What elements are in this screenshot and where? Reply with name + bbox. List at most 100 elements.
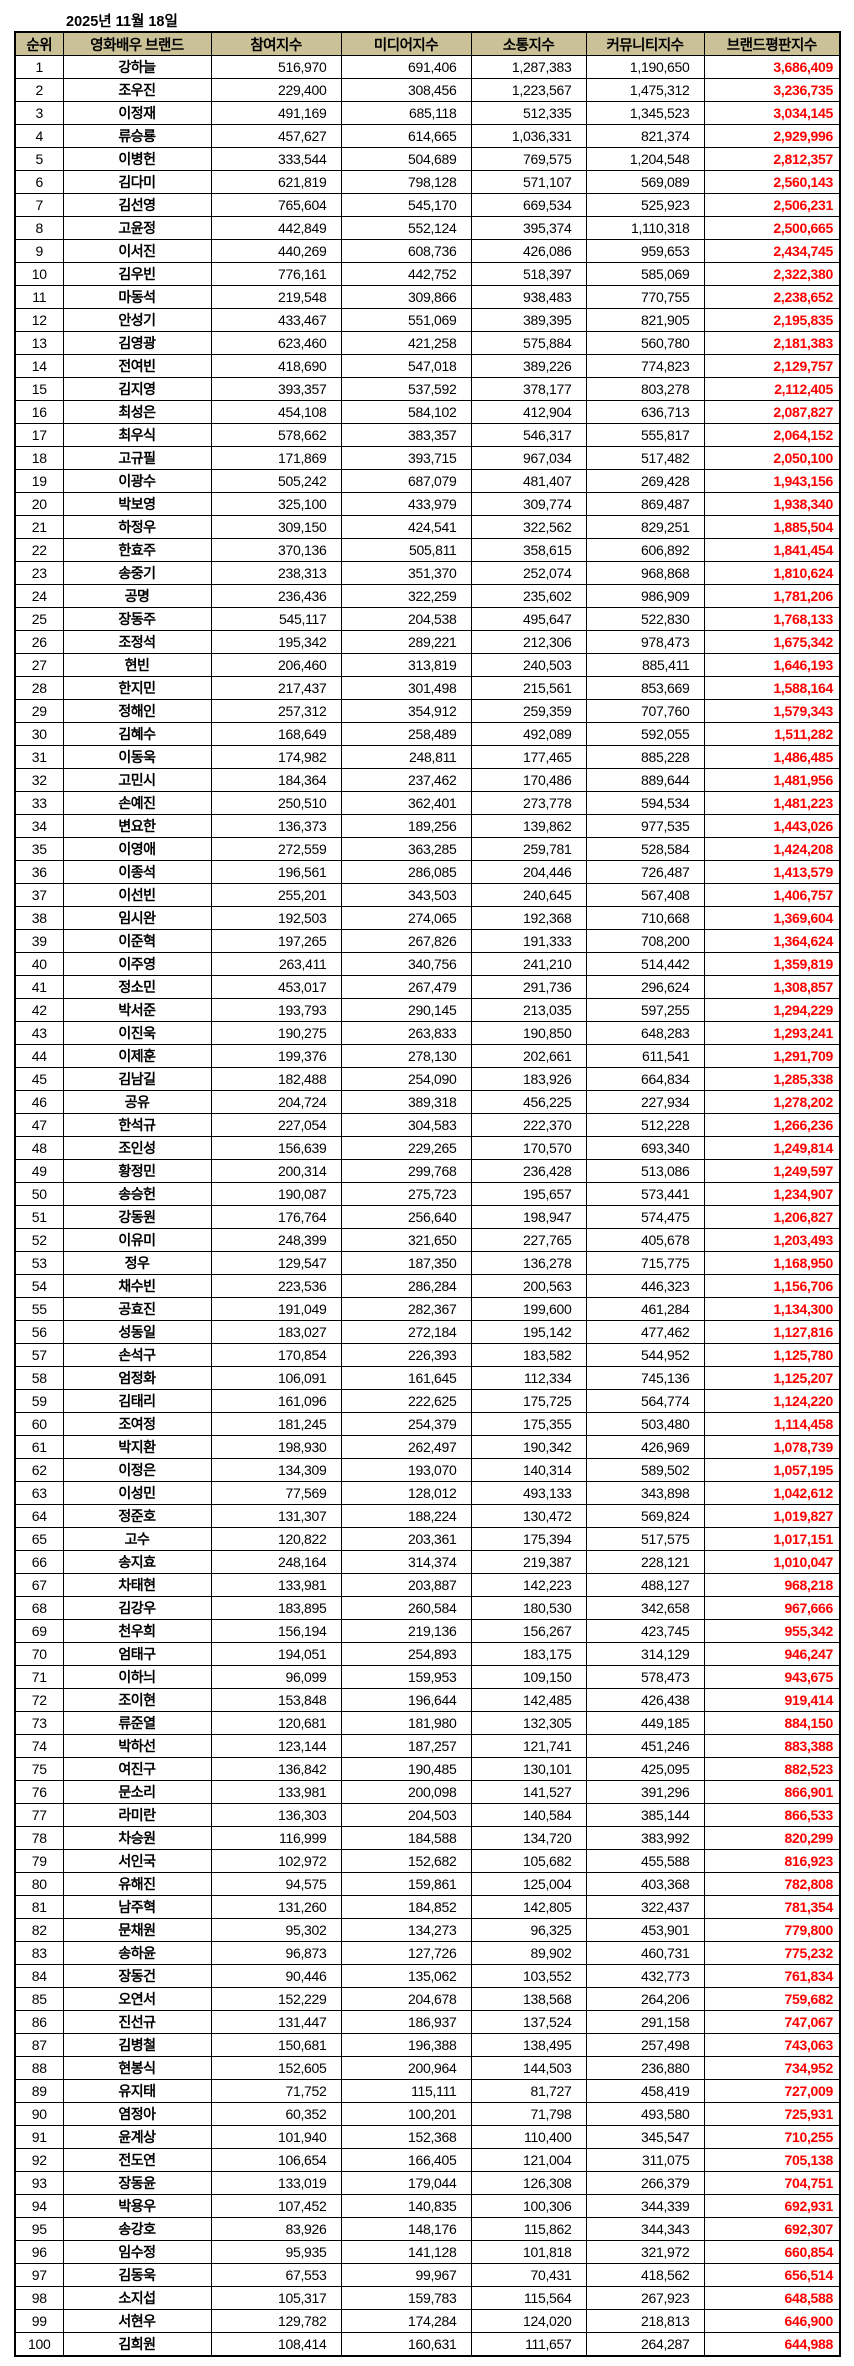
community-index-cell: 710,668 bbox=[585, 906, 705, 930]
reputation-index-cell: 710,255 bbox=[703, 2125, 841, 2149]
communication-index-cell: 180,530 bbox=[470, 1596, 587, 1620]
media-index-cell: 200,098 bbox=[340, 1780, 472, 1804]
table-row: 99 서현우 129,782 174,284 124,020 218,813 646,900 bbox=[14, 2309, 841, 2333]
media-index-cell: 148,176 bbox=[340, 2217, 472, 2241]
participation-index-cell: 133,981 bbox=[210, 1573, 342, 1597]
media-index-cell: 187,257 bbox=[340, 1734, 472, 1758]
table-row: 78 차승원 116,999 184,588 134,720 383,992 820,299 bbox=[14, 1826, 841, 1850]
community-index-cell: 512,228 bbox=[585, 1113, 705, 1137]
media-index-cell: 200,964 bbox=[340, 2056, 472, 2080]
reputation-index-cell: 1,768,133 bbox=[703, 607, 841, 631]
community-index-cell: 555,817 bbox=[585, 423, 705, 447]
rank-cell: 25 bbox=[14, 607, 64, 631]
participation-index-cell: 491,169 bbox=[210, 101, 342, 125]
media-index-cell: 321,650 bbox=[340, 1228, 472, 1252]
rank-cell: 60 bbox=[14, 1412, 64, 1436]
media-index-cell: 314,374 bbox=[340, 1550, 472, 1574]
participation-index-cell: 223,536 bbox=[210, 1274, 342, 1298]
communication-index-cell: 177,465 bbox=[470, 745, 587, 769]
participation-index-cell: 236,436 bbox=[210, 584, 342, 608]
participation-index-cell: 199,376 bbox=[210, 1044, 342, 1068]
rank-cell: 99 bbox=[14, 2309, 64, 2333]
media-index-cell: 608,736 bbox=[340, 239, 472, 263]
participation-index-cell: 272,559 bbox=[210, 837, 342, 861]
brand-name-cell: 장동건 bbox=[62, 1964, 212, 1988]
participation-index-cell: 190,275 bbox=[210, 1021, 342, 1045]
table-row: 9 이서진 440,269 608,736 426,086 959,653 2,434,74… bbox=[14, 239, 841, 263]
rank-cell: 31 bbox=[14, 745, 64, 769]
communication-index-cell: 259,359 bbox=[470, 699, 587, 723]
participation-index-cell: 108,414 bbox=[210, 2332, 342, 2357]
rank-cell: 41 bbox=[14, 975, 64, 999]
rank-cell: 1 bbox=[14, 55, 64, 79]
reputation-index-cell: 1,278,202 bbox=[703, 1090, 841, 1114]
media-index-cell: 203,361 bbox=[340, 1527, 472, 1551]
table-row: 56 성동일 183,027 272,184 195,142 477,462 1,127,8… bbox=[14, 1320, 841, 1344]
community-index-cell: 869,487 bbox=[585, 492, 705, 516]
participation-index-cell: 198,930 bbox=[210, 1435, 342, 1459]
table-row: 50 송승헌 190,087 275,723 195,657 573,441 1,234,9… bbox=[14, 1182, 841, 1206]
reputation-index-cell: 967,666 bbox=[703, 1596, 841, 1620]
community-index-cell: 513,086 bbox=[585, 1159, 705, 1183]
reputation-index-cell: 1,294,229 bbox=[703, 998, 841, 1022]
reputation-index-cell: 919,414 bbox=[703, 1688, 841, 1712]
communication-index-cell: 309,774 bbox=[470, 492, 587, 516]
table-row: 23 송중기 238,313 351,370 252,074 968,868 1,810,6… bbox=[14, 561, 841, 585]
table-row: 51 강동원 176,764 256,640 198,947 574,475 1,206,8… bbox=[14, 1205, 841, 1229]
brand-name-cell: 임수정 bbox=[62, 2240, 212, 2264]
reputation-index-cell: 781,354 bbox=[703, 1895, 841, 1919]
brand-name-cell: 공유 bbox=[62, 1090, 212, 1114]
table-row: 83 송하윤 96,873 127,726 89,902 460,731 775,232 bbox=[14, 1941, 841, 1965]
reputation-index-cell: 1,443,026 bbox=[703, 814, 841, 838]
table-row: 85 오연서 152,229 204,678 138,568 264,206 759,682 bbox=[14, 1987, 841, 2011]
rank-cell: 32 bbox=[14, 768, 64, 792]
communication-index-cell: 130,101 bbox=[470, 1757, 587, 1781]
brand-name-cell: 고윤정 bbox=[62, 216, 212, 240]
reputation-index-cell: 1,481,223 bbox=[703, 791, 841, 815]
brand-name-cell: 성동일 bbox=[62, 1320, 212, 1344]
community-index-cell: 959,653 bbox=[585, 239, 705, 263]
communication-index-cell: 121,741 bbox=[470, 1734, 587, 1758]
reputation-index-cell: 1,124,220 bbox=[703, 1389, 841, 1413]
reputation-index-cell: 725,931 bbox=[703, 2102, 841, 2126]
table-row: 47 한석규 227,054 304,583 222,370 512,228 1,266,2… bbox=[14, 1113, 841, 1137]
community-index-cell: 611,541 bbox=[585, 1044, 705, 1068]
rank-cell: 88 bbox=[14, 2056, 64, 2080]
table-row: 82 문채원 95,302 134,273 96,325 453,901 779,800 bbox=[14, 1918, 841, 1942]
reputation-index-cell: 1,234,907 bbox=[703, 1182, 841, 1206]
media-index-cell: 187,350 bbox=[340, 1251, 472, 1275]
media-index-cell: 537,592 bbox=[340, 377, 472, 401]
rank-cell: 87 bbox=[14, 2033, 64, 2057]
media-index-cell: 363,285 bbox=[340, 837, 472, 861]
brand-name-cell: 류준열 bbox=[62, 1711, 212, 1735]
media-index-cell: 188,224 bbox=[340, 1504, 472, 1528]
communication-index-cell: 140,314 bbox=[470, 1458, 587, 1482]
participation-index-cell: 67,553 bbox=[210, 2263, 342, 2287]
column-header-5: 커뮤니티지수 bbox=[585, 31, 705, 56]
communication-index-cell: 938,483 bbox=[470, 285, 587, 309]
brand-name-cell: 한지민 bbox=[62, 676, 212, 700]
reputation-index-cell: 704,751 bbox=[703, 2171, 841, 2195]
reputation-index-cell: 816,923 bbox=[703, 1849, 841, 1873]
rank-cell: 9 bbox=[14, 239, 64, 263]
community-index-cell: 1,345,523 bbox=[585, 101, 705, 125]
participation-index-cell: 765,604 bbox=[210, 193, 342, 217]
brand-name-cell: 엄정화 bbox=[62, 1366, 212, 1390]
rank-cell: 7 bbox=[14, 193, 64, 217]
rank-cell: 68 bbox=[14, 1596, 64, 1620]
participation-index-cell: 505,242 bbox=[210, 469, 342, 493]
reputation-index-cell: 1,266,236 bbox=[703, 1113, 841, 1137]
reputation-index-cell: 656,514 bbox=[703, 2263, 841, 2287]
brand-name-cell: 서인국 bbox=[62, 1849, 212, 1873]
reputation-index-cell: 1,168,950 bbox=[703, 1251, 841, 1275]
column-header-2: 참여지수 bbox=[210, 31, 342, 56]
brand-name-cell: 전여빈 bbox=[62, 354, 212, 378]
participation-index-cell: 217,437 bbox=[210, 676, 342, 700]
rank-cell: 61 bbox=[14, 1435, 64, 1459]
brand-name-cell: 조정석 bbox=[62, 630, 212, 654]
participation-index-cell: 370,136 bbox=[210, 538, 342, 562]
rank-cell: 24 bbox=[14, 584, 64, 608]
community-index-cell: 821,374 bbox=[585, 124, 705, 148]
media-index-cell: 313,819 bbox=[340, 653, 472, 677]
brand-name-cell: 이병헌 bbox=[62, 147, 212, 171]
